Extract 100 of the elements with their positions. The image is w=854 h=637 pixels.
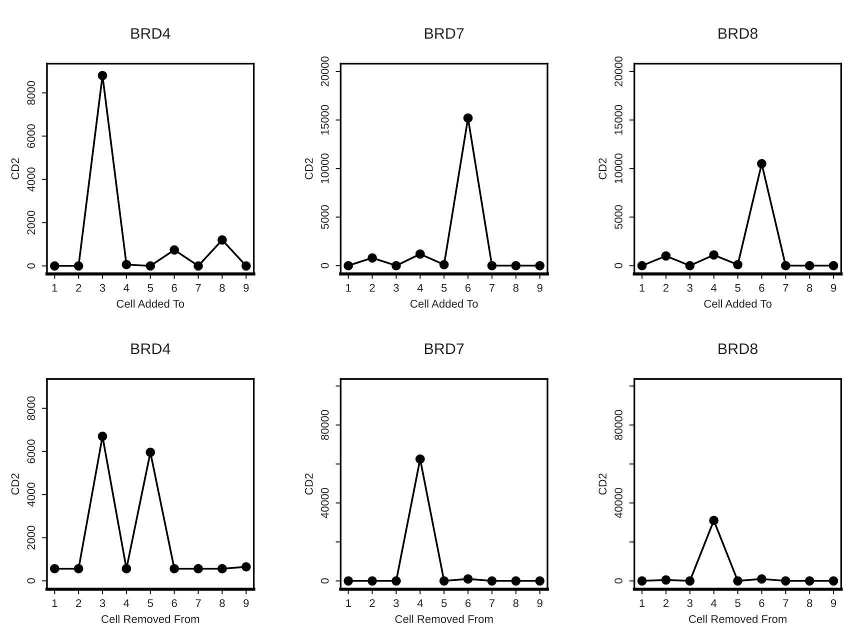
y-tick-label: 20000 [320,56,329,86]
point [368,253,377,263]
x-tick-label: 2 [370,284,375,292]
point [146,448,156,458]
point [804,260,814,270]
point [733,576,742,586]
y-tick-label: 6000 [27,440,36,464]
point [661,251,671,261]
point [535,260,545,270]
point [218,564,227,574]
point [709,516,719,526]
chart-title: BRD8 [718,28,758,39]
x-tick-label: 6 [759,599,764,608]
point [344,576,354,586]
point [241,261,251,271]
y-tick-label: 10000 [614,154,622,184]
point [439,576,449,586]
point [733,260,742,270]
x-tick-label: 3 [687,599,692,608]
point [757,159,766,168]
x-tick-label: 3 [687,284,692,292]
x-tick-label: 6 [172,599,177,608]
y-tick-label: 8000 [27,396,36,420]
x-tick-label: 2 [663,284,668,292]
y-axis-title: CD2 [11,474,20,495]
x-tick-label: 8 [220,599,225,608]
point [511,260,521,270]
point [50,564,60,574]
x-tick-label: 4 [711,284,717,292]
x-axis-title: Cell Added To [410,300,478,308]
x-tick-label: 1 [640,284,645,292]
x-tick-label: 9 [537,599,542,608]
y-tick-label: 40000 [320,488,329,518]
x-tick-label: 6 [759,284,764,292]
x-tick-label: 8 [513,599,518,608]
x-tick-label: 2 [76,599,82,607]
x-tick-label: 1 [640,599,645,607]
point [241,562,251,572]
y-tick-label: 0 [320,263,329,268]
point [146,261,156,271]
y-tick-label: 0 [614,263,622,268]
x-tick-label: 3 [100,599,106,608]
x-axis-title: Cell Removed From [688,614,786,624]
x-tick-label: 1 [346,599,351,607]
point [170,564,180,574]
point [487,260,497,270]
point [487,576,497,586]
point [685,260,695,270]
x-tick-label: 5 [148,284,154,292]
point [50,261,60,271]
x-tick-label: 8 [806,284,812,292]
point [415,249,425,259]
x-tick-label: 3 [394,599,399,608]
point [218,235,227,245]
point [780,576,790,586]
point [392,576,401,586]
x-tick-label: 6 [465,284,471,292]
point [463,574,473,584]
x-tick-label: 5 [735,284,740,292]
x-tick-label: 3 [394,284,399,292]
y-tick-label: 2000 [27,526,36,550]
point [194,261,203,271]
y-tick-label: 5000 [614,205,622,230]
x-tick-label: 2 [663,599,668,607]
point [170,245,180,255]
y-tick-label: 5000 [320,205,329,230]
x-tick-label: 9 [244,599,249,608]
x-tick-label: 5 [148,599,154,608]
point [637,576,647,586]
point [828,576,838,586]
x-axis-title: Cell Removed From [102,614,200,624]
y-tick-label: 80000 [320,410,329,440]
x-tick-label: 8 [806,599,812,608]
x-tick-label: 8 [513,284,518,292]
x-tick-label: 4 [417,284,423,292]
x-tick-label: 7 [783,284,788,292]
point [98,432,108,442]
x-tick-label: 7 [489,284,494,292]
x-tick-label: 4 [417,599,423,607]
y-tick-label: 80000 [614,410,622,440]
point [661,575,671,585]
point [194,564,203,574]
x-tick-label: 1 [52,284,58,292]
x-tick-label: 5 [441,284,447,292]
x-tick-label: 6 [172,284,177,292]
point [344,260,354,270]
x-tick-label: 6 [465,599,471,608]
x-tick-label: 7 [783,599,788,607]
point [709,250,719,260]
point [463,113,473,123]
point [122,564,132,574]
point [392,260,401,270]
x-tick-label: 1 [346,284,351,292]
y-tick-label: 15000 [320,105,329,135]
x-tick-label: 3 [100,284,106,292]
y-tick-label: 15000 [614,105,622,135]
x-tick-label: 9 [830,599,836,608]
point [511,576,521,586]
y-tick-label: 0 [27,263,36,269]
x-tick-label: 7 [196,599,201,607]
